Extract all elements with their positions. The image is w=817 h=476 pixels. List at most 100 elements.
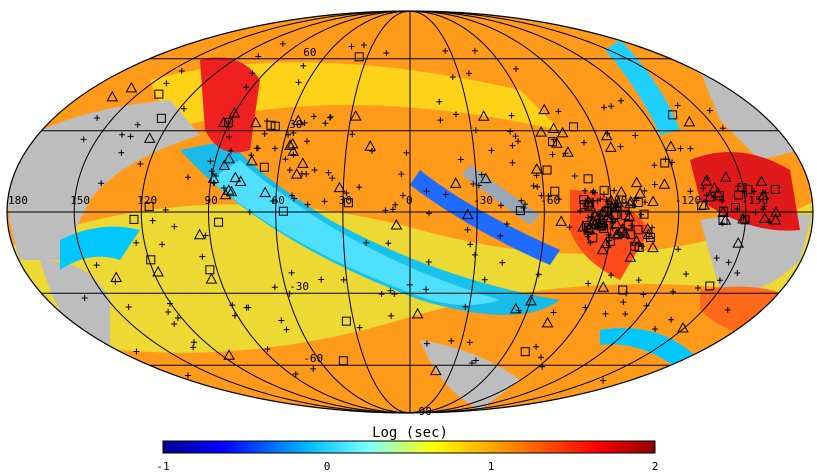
triangle-marker bbox=[143, 132, 156, 143]
plus-marker bbox=[549, 151, 556, 158]
plus-marker bbox=[522, 201, 529, 208]
plus-marker bbox=[185, 174, 192, 181]
triangle-marker bbox=[461, 208, 474, 220]
square-marker bbox=[599, 223, 609, 233]
plus-marker bbox=[600, 104, 607, 111]
plus-marker bbox=[423, 340, 430, 347]
longitude-label: 0 bbox=[406, 194, 413, 207]
plus-marker bbox=[94, 114, 101, 121]
plus-marker bbox=[343, 190, 350, 197]
square-marker bbox=[579, 200, 589, 210]
plus-marker bbox=[602, 310, 609, 317]
plus-marker bbox=[628, 222, 635, 229]
colorbar: Log (sec) -1 0 1 2 bbox=[156, 425, 658, 473]
plus-marker bbox=[248, 152, 255, 159]
plus-marker bbox=[348, 43, 355, 50]
triangle-marker bbox=[599, 237, 612, 249]
plus-marker bbox=[207, 158, 214, 165]
triangle-marker bbox=[641, 223, 654, 234]
plus-marker bbox=[620, 299, 627, 306]
plus-marker bbox=[125, 303, 132, 310]
latitude-label: -30 bbox=[289, 280, 309, 293]
source-markers bbox=[80, 40, 782, 384]
plus-marker bbox=[752, 209, 759, 216]
plus-marker bbox=[622, 311, 629, 318]
square-marker bbox=[583, 174, 593, 184]
triangle-marker bbox=[509, 302, 522, 314]
triangle-marker bbox=[623, 210, 636, 221]
plus-marker bbox=[271, 145, 278, 152]
triangle-marker bbox=[647, 241, 659, 253]
triangle-marker bbox=[286, 137, 299, 149]
plus-marker bbox=[285, 131, 292, 138]
plus-marker bbox=[178, 67, 185, 74]
plus-marker bbox=[288, 269, 295, 276]
plus-marker bbox=[640, 291, 647, 298]
longitude-label: 180 bbox=[8, 194, 28, 207]
plus-marker bbox=[497, 232, 504, 239]
triangle-marker bbox=[555, 215, 568, 226]
plus-marker bbox=[762, 189, 769, 196]
plus-marker bbox=[687, 188, 694, 195]
square-marker bbox=[660, 158, 670, 168]
triangle-marker bbox=[596, 206, 609, 218]
triangle-marker bbox=[225, 185, 238, 197]
plus-marker bbox=[719, 197, 726, 204]
square-marker bbox=[718, 206, 728, 216]
square-marker bbox=[588, 233, 598, 243]
plus-marker bbox=[162, 206, 169, 213]
plus-marker bbox=[292, 371, 299, 378]
triangle-marker bbox=[708, 182, 721, 193]
triangle-marker bbox=[630, 176, 643, 188]
plus-marker bbox=[694, 284, 701, 291]
plus-marker bbox=[508, 112, 515, 119]
plus-marker bbox=[571, 173, 578, 180]
plus-marker bbox=[509, 159, 516, 166]
triangle-marker bbox=[587, 215, 600, 227]
plus-marker bbox=[719, 125, 726, 132]
plus-marker bbox=[385, 240, 392, 247]
triangle-marker bbox=[152, 266, 164, 277]
plus-marker bbox=[271, 284, 278, 291]
square-marker bbox=[740, 215, 750, 225]
square-marker bbox=[354, 52, 364, 62]
plus-marker bbox=[291, 195, 298, 202]
plus-marker bbox=[369, 148, 376, 155]
plus-marker bbox=[475, 182, 482, 189]
square-marker bbox=[520, 347, 530, 357]
triangle-marker bbox=[284, 139, 296, 150]
triangle-marker bbox=[106, 90, 119, 102]
triangle-marker bbox=[719, 171, 732, 182]
plus-marker bbox=[668, 159, 675, 166]
square-marker bbox=[609, 203, 619, 213]
plus-marker bbox=[398, 171, 405, 178]
square-marker bbox=[341, 316, 351, 326]
triangle-marker bbox=[658, 178, 671, 189]
plus-marker bbox=[592, 221, 599, 228]
triangle-marker bbox=[349, 110, 362, 121]
colorbar-tick-label: 0 bbox=[324, 460, 331, 473]
plus-marker bbox=[80, 136, 87, 143]
plus-marker bbox=[231, 312, 238, 319]
plus-marker bbox=[134, 121, 141, 128]
longitude-label: 30 bbox=[339, 194, 352, 207]
longitude-label: -30 bbox=[473, 194, 493, 207]
triangle-marker bbox=[719, 214, 732, 225]
triangle-marker bbox=[207, 172, 220, 183]
plus-marker bbox=[470, 180, 477, 187]
square-marker bbox=[205, 265, 215, 275]
plus-marker bbox=[597, 196, 604, 203]
plus-marker bbox=[582, 304, 589, 311]
triangle-marker bbox=[597, 281, 610, 292]
plus-marker bbox=[286, 290, 293, 297]
plus-marker bbox=[303, 138, 310, 145]
square-marker bbox=[621, 210, 631, 220]
plus-marker bbox=[349, 131, 356, 138]
longitude-label: 120 bbox=[137, 194, 157, 207]
triangle-marker bbox=[228, 107, 241, 118]
plus-marker bbox=[246, 209, 253, 216]
longitude-labels: 180 150 120 90 60 30 0 -30 -60 -90 -120 -150 bbox=[8, 194, 768, 207]
plus-marker bbox=[638, 243, 645, 250]
triangle-marker bbox=[611, 201, 623, 212]
plus-marker bbox=[449, 74, 456, 81]
